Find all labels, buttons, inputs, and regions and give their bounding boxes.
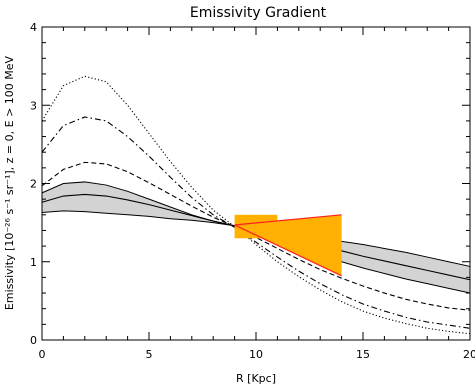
chart-title: Emissivity Gradient bbox=[190, 5, 327, 21]
series-line-dashdot bbox=[41, 116, 471, 329]
constraint-region-layer bbox=[234, 214, 342, 277]
y-axis-label: Emissivity [10⁻²⁶ s⁻¹ sr⁻¹], z = 0, E > … bbox=[3, 55, 16, 310]
x-axis-label: R [Kpc] bbox=[236, 372, 276, 385]
y-ticks: 0 1 2 3 4 bbox=[30, 21, 470, 347]
y-tick-label: 3 bbox=[30, 99, 37, 112]
y-tick-label: 1 bbox=[30, 256, 37, 269]
series-line-dotted bbox=[41, 75, 471, 335]
constraint-wedge bbox=[234, 214, 342, 276]
x-tick-label: 20 bbox=[463, 348, 475, 361]
uncertainty-band-fill bbox=[42, 181, 470, 294]
x-tick-label: 10 bbox=[249, 348, 263, 361]
plot-frame bbox=[41, 26, 471, 341]
series-line-dashed bbox=[41, 161, 471, 311]
y-tick-label: 0 bbox=[30, 334, 37, 347]
x-tick-label: 15 bbox=[356, 348, 370, 361]
y-tick-label: 4 bbox=[30, 21, 37, 34]
constraint-upper-edge bbox=[234, 214, 342, 226]
constraint-lower-edge bbox=[234, 224, 342, 277]
x-tick-label: 0 bbox=[39, 348, 46, 361]
x-tick-label: 5 bbox=[146, 348, 153, 361]
y-tick-label: 2 bbox=[30, 178, 37, 191]
x-ticks: 0 5 10 15 20 bbox=[39, 27, 475, 361]
